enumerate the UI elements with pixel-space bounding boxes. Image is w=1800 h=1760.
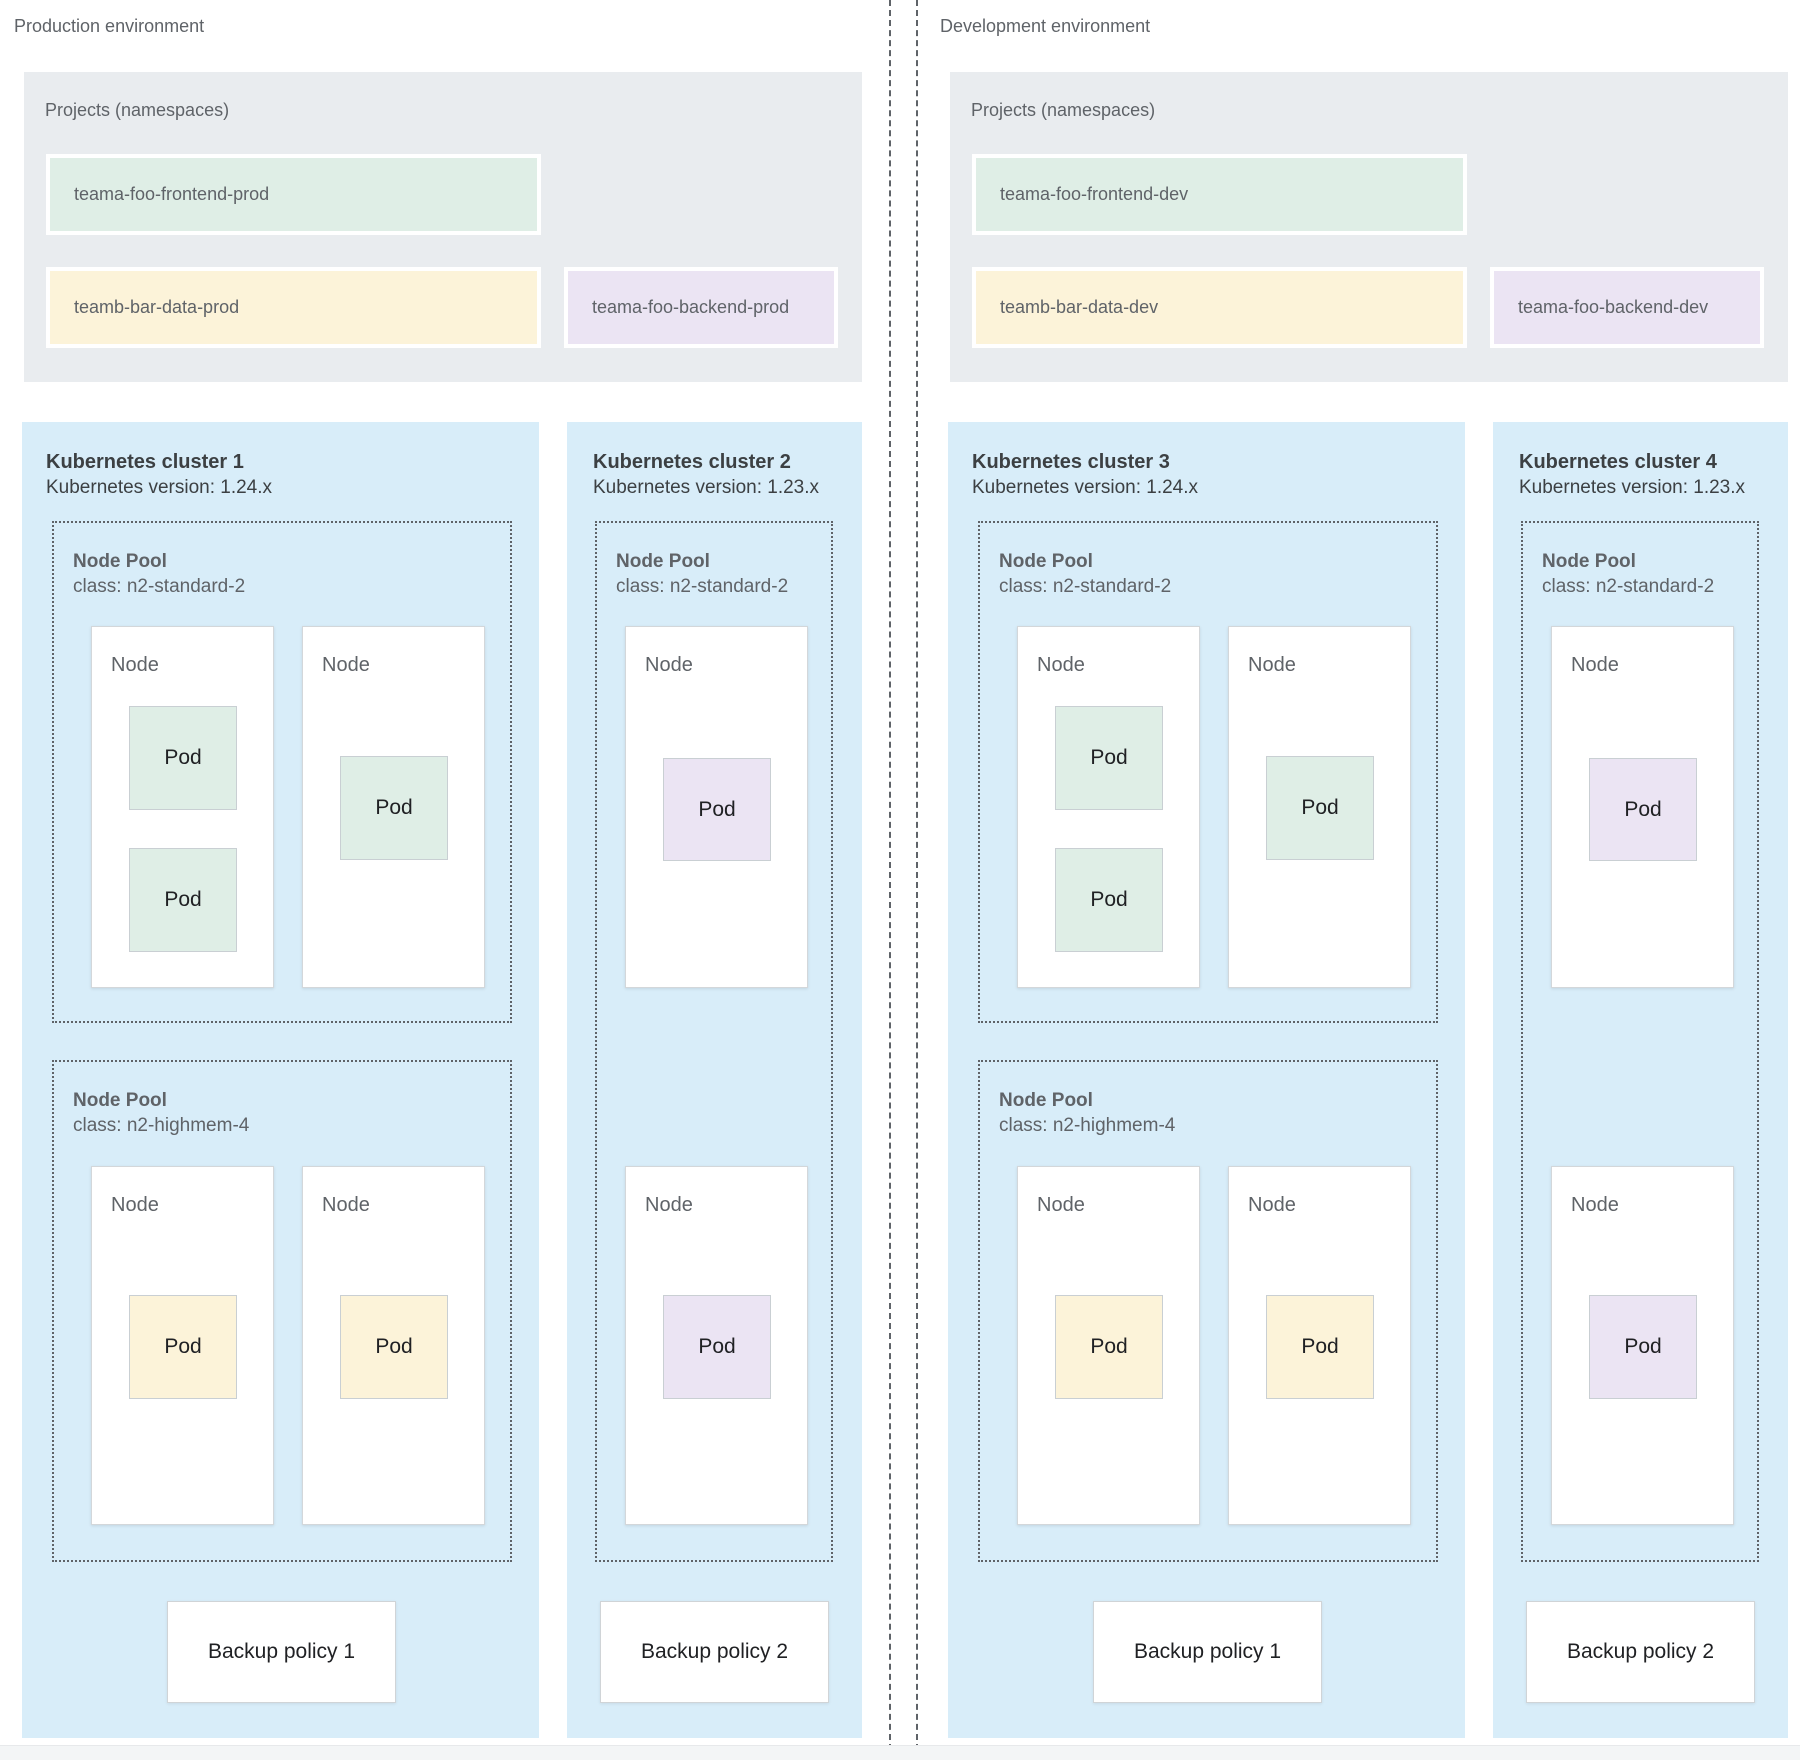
node-box: Node Pod	[302, 1166, 485, 1525]
node-pool-class: class: n2-standard-2	[1542, 576, 1715, 597]
cluster-version: Kubernetes version: 1.23.x	[1519, 477, 1746, 498]
backup-policy: Backup policy 2	[600, 1601, 829, 1703]
namespace-data-prod: teamb-bar-data-prod	[46, 267, 541, 348]
node-pool-title: Node Pool	[999, 1090, 1093, 1111]
pod: Pod	[1266, 756, 1374, 860]
pod: Pod	[663, 1295, 771, 1399]
kubernetes-cluster-3: Kubernetes cluster 3 Kubernetes version:…	[948, 422, 1465, 1738]
node-box: Node Pod	[1228, 1166, 1411, 1525]
namespace-backend-prod: teama-foo-backend-prod	[564, 267, 838, 348]
node-label: Node	[1571, 1194, 1619, 1216]
namespace-backend-dev: teama-foo-backend-dev	[1490, 267, 1764, 348]
node-box: Node Pod Pod	[91, 626, 274, 988]
pod: Pod	[1055, 706, 1163, 810]
node-pool-2: Node Pool class: n2-highmem-4 Node Pod N…	[978, 1060, 1438, 1562]
namespace-frontend-prod: teama-foo-frontend-prod	[46, 154, 541, 235]
node-box: Node Pod	[1017, 1166, 1200, 1525]
node-box: Node Pod	[1228, 626, 1411, 988]
cluster-version: Kubernetes version: 1.24.x	[46, 477, 273, 498]
projects-box-production: Projects (namespaces) teama-foo-frontend…	[24, 72, 862, 382]
projects-title: Projects (namespaces)	[971, 100, 1156, 120]
node-pool-class: class: n2-standard-2	[616, 576, 789, 597]
node-pool-class: class: n2-highmem-4	[999, 1115, 1176, 1136]
env-label-development: Development environment	[940, 16, 1151, 36]
environment-divider-line	[889, 0, 891, 1760]
node-box: Node Pod	[625, 1166, 808, 1525]
bottom-strip	[0, 1745, 1800, 1760]
backup-policy: Backup policy 2	[1526, 1601, 1755, 1703]
pod: Pod	[340, 1295, 448, 1399]
pod: Pod	[129, 848, 237, 952]
node-pool-1: Node Pool class: n2-standard-2 Node Pod …	[52, 521, 512, 1023]
pod: Pod	[1055, 848, 1163, 952]
projects-title: Projects (namespaces)	[45, 100, 230, 120]
node-pool-1: Node Pool class: n2-standard-2 Node Pod …	[978, 521, 1438, 1023]
node-pool-title: Node Pool	[616, 551, 710, 572]
environment-divider-line	[916, 0, 918, 1760]
cluster-version: Kubernetes version: 1.24.x	[972, 477, 1199, 498]
node-pool-2: Node Pool class: n2-highmem-4 Node Pod N…	[52, 1060, 512, 1562]
node-label: Node	[1248, 1194, 1296, 1216]
pod: Pod	[1589, 758, 1697, 861]
node-box: Node Pod	[1551, 626, 1734, 988]
node-label: Node	[1248, 654, 1296, 676]
cluster-title: Kubernetes cluster 3	[972, 451, 1170, 473]
node-label: Node	[322, 654, 370, 676]
backup-policy: Backup policy 1	[1093, 1601, 1322, 1703]
node-pool-title: Node Pool	[1542, 551, 1636, 572]
node-label: Node	[1571, 654, 1619, 676]
node-box: Node Pod Pod	[1017, 626, 1200, 988]
node-box: Node Pod	[625, 626, 808, 988]
node-pool-title: Node Pool	[999, 551, 1093, 572]
pod: Pod	[663, 758, 771, 861]
pod: Pod	[129, 706, 237, 810]
pod: Pod	[1055, 1295, 1163, 1399]
node-pool: Node Pool class: n2-standard-2 Node Pod …	[1521, 521, 1759, 1562]
node-box: Node Pod	[91, 1166, 274, 1525]
namespace-frontend-dev: teama-foo-frontend-dev	[972, 154, 1467, 235]
kubernetes-cluster-1: Kubernetes cluster 1 Kubernetes version:…	[22, 422, 539, 1738]
kubernetes-cluster-4: Kubernetes cluster 4 Kubernetes version:…	[1493, 422, 1788, 1738]
node-label: Node	[1037, 654, 1085, 676]
node-label: Node	[111, 1194, 159, 1216]
node-label: Node	[645, 1194, 693, 1216]
env-label-production: Production environment	[14, 16, 205, 36]
node-pool-title: Node Pool	[73, 1090, 167, 1111]
cluster-title: Kubernetes cluster 2	[593, 451, 791, 473]
node-label: Node	[322, 1194, 370, 1216]
pod: Pod	[129, 1295, 237, 1399]
node-label: Node	[111, 654, 159, 676]
projects-box-development: Projects (namespaces) teama-foo-frontend…	[950, 72, 1788, 382]
kubernetes-cluster-2: Kubernetes cluster 2 Kubernetes version:…	[567, 422, 862, 1738]
node-box: Node Pod	[1551, 1166, 1734, 1525]
node-label: Node	[645, 654, 693, 676]
pod: Pod	[1266, 1295, 1374, 1399]
node-pool-class: class: n2-standard-2	[999, 576, 1172, 597]
node-box: Node Pod	[302, 626, 485, 988]
pod: Pod	[1589, 1295, 1697, 1399]
backup-policy: Backup policy 1	[167, 1601, 396, 1703]
node-pool-title: Node Pool	[73, 551, 167, 572]
node-pool-class: class: n2-highmem-4	[73, 1115, 250, 1136]
node-label: Node	[1037, 1194, 1085, 1216]
pod: Pod	[340, 756, 448, 860]
cluster-title: Kubernetes cluster 4	[1519, 451, 1717, 473]
node-pool-class: class: n2-standard-2	[73, 576, 246, 597]
node-pool: Node Pool class: n2-standard-2 Node Pod …	[595, 521, 833, 1562]
namespace-data-dev: teamb-bar-data-dev	[972, 267, 1467, 348]
cluster-title: Kubernetes cluster 1	[46, 451, 244, 473]
cluster-version: Kubernetes version: 1.23.x	[593, 477, 820, 498]
